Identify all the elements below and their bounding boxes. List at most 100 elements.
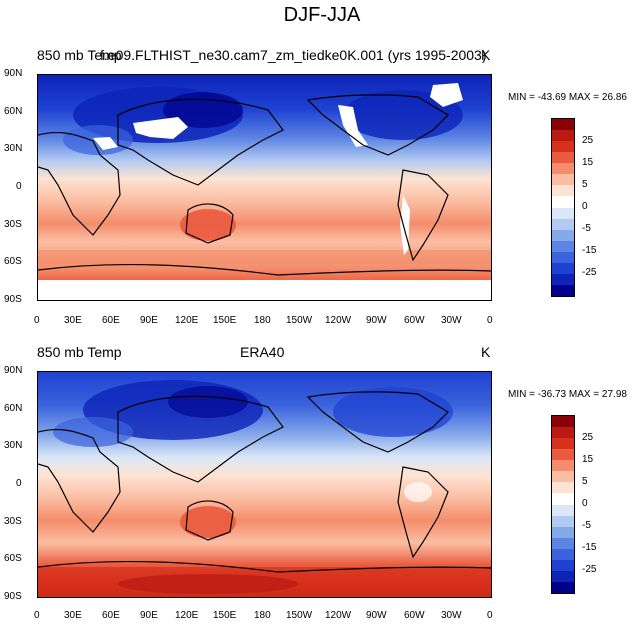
bottom-lon-tick: 90E [140, 610, 158, 621]
top-lon-tick: 90W [366, 315, 387, 326]
top-colorbar-label: 25 [582, 135, 594, 146]
colorbar-segment [552, 229, 574, 241]
top-colorbar-label: 0 [582, 201, 588, 212]
colorbar-segment [552, 537, 574, 549]
top-lon-tick: 120E [175, 315, 199, 326]
top-lat-tick: 90S [4, 294, 22, 305]
bottom-lat-tick: 0 [16, 478, 22, 489]
top-lon-tick: 60E [102, 315, 120, 326]
colorbar-segment [552, 526, 574, 538]
bottom-map [37, 371, 492, 598]
colorbar-segment [552, 493, 574, 505]
bottom-lon-tick: 0 [34, 610, 40, 621]
colorbar-segment [552, 581, 574, 593]
bottom-lon-tick: 0 [487, 610, 493, 621]
top-lat-tick: 0 [16, 181, 22, 192]
top-colorbar [551, 118, 575, 297]
bottom-panel-center-label: ERA40 [240, 344, 285, 360]
bottom-lon-tick: 60E [102, 610, 120, 621]
top-lat-tick: 30S [4, 219, 22, 230]
bottom-lon-tick: 30E [64, 610, 82, 621]
colorbar-segment [552, 119, 574, 131]
bottom-lat-tick: 30N [4, 440, 23, 451]
colorbar-segment [552, 251, 574, 263]
colorbar-segment [552, 438, 574, 450]
colorbar-segment [552, 504, 574, 516]
colorbar-segment [552, 482, 574, 494]
colorbar-segment [552, 273, 574, 285]
colorbar-segment [552, 163, 574, 175]
colorbar-segment [552, 185, 574, 197]
colorbar-segment [552, 207, 574, 219]
colorbar-segment [552, 240, 574, 252]
top-colorbar-label: 5 [582, 179, 588, 190]
colorbar-segment [552, 130, 574, 142]
top-lat-tick: 30N [4, 143, 23, 154]
bottom-lat-tick: 30S [4, 516, 22, 527]
colorbar-segment [552, 460, 574, 472]
bottom-colorbar-label: 0 [582, 498, 588, 509]
bottom-lat-tick: 90N [4, 365, 23, 376]
colorbar-segment [552, 152, 574, 164]
top-colorbar-label: -15 [582, 245, 597, 256]
colorbar-segment [552, 570, 574, 582]
colorbar-segment [552, 174, 574, 186]
bottom-lon-tick: 60W [404, 610, 425, 621]
top-lat-tick: 90N [4, 68, 23, 79]
top-panel-center-label: f.e09.FLTHIST_ne30.cam7_zm_tiedke0K.001 … [100, 47, 487, 63]
bottom-lat-tick: 90S [4, 591, 22, 602]
top-map [37, 74, 492, 301]
colorbar-segment [552, 416, 574, 428]
bottom-colorbar-label: 25 [582, 432, 594, 443]
bottom-panel-right-label: K [481, 344, 491, 360]
figure-title: DJF-JJA [283, 4, 361, 26]
bottom-lat-tick: 60S [4, 553, 22, 564]
colorbar-segment [552, 471, 574, 483]
bottom-lon-tick: 90W [366, 610, 387, 621]
top-colorbar-label: -25 [582, 267, 597, 278]
top-lon-tick: 90E [140, 315, 158, 326]
bottom-colorbar-label: -15 [582, 542, 597, 553]
top-lon-tick: 0 [34, 315, 40, 326]
bottom-map-field [38, 372, 491, 597]
bottom-colorbar-label: 15 [582, 454, 594, 465]
top-lon-tick: 30E [64, 315, 82, 326]
top-lon-tick: 60W [404, 315, 425, 326]
top-map-field [38, 75, 491, 300]
top-colorbar-label: 15 [582, 157, 594, 168]
colorbar-segment [552, 262, 574, 274]
top-lat-tick: 60N [4, 106, 23, 117]
bottom-lon-tick: 150W [286, 610, 313, 621]
top-lon-tick: 30W [441, 315, 462, 326]
bottom-colorbar [551, 415, 575, 594]
colorbar-segment [552, 559, 574, 571]
top-lon-tick: 180 [254, 315, 271, 326]
bottom-lat-tick: 60N [4, 403, 23, 414]
bottom-panel-left-label: 850 mb Temp [37, 344, 122, 360]
bottom-lon-tick: 180 [254, 610, 271, 621]
bottom-lon-tick: 120W [325, 610, 352, 621]
bottom-colorbar-label: 5 [582, 476, 588, 487]
bottom-minmax-stats: MIN = -36.73 MAX = 27.98 [508, 389, 627, 400]
bottom-lon-tick: 150E [213, 610, 237, 621]
top-lat-tick: 60S [4, 256, 22, 267]
bottom-lon-tick: 120E [175, 610, 199, 621]
colorbar-segment [552, 196, 574, 208]
top-lon-tick: 150W [286, 315, 313, 326]
colorbar-segment [552, 449, 574, 461]
top-minmax-stats: MIN = -43.69 MAX = 26.86 [508, 92, 627, 103]
bottom-lon-tick: 30W [441, 610, 462, 621]
top-panel-left-label: 850 mb Temp [37, 47, 122, 63]
top-colorbar-label: -5 [582, 223, 591, 234]
bottom-colorbar-label: -5 [582, 520, 591, 531]
top-lon-tick: 150E [213, 315, 237, 326]
top-lon-tick: 120W [325, 315, 352, 326]
top-panel-right-label: K [481, 47, 491, 63]
bottom-colorbar-label: -25 [582, 564, 597, 575]
colorbar-segment [552, 284, 574, 296]
colorbar-segment [552, 218, 574, 230]
colorbar-segment [552, 427, 574, 439]
top-lon-tick: 0 [487, 315, 493, 326]
colorbar-segment [552, 515, 574, 527]
colorbar-segment [552, 141, 574, 153]
